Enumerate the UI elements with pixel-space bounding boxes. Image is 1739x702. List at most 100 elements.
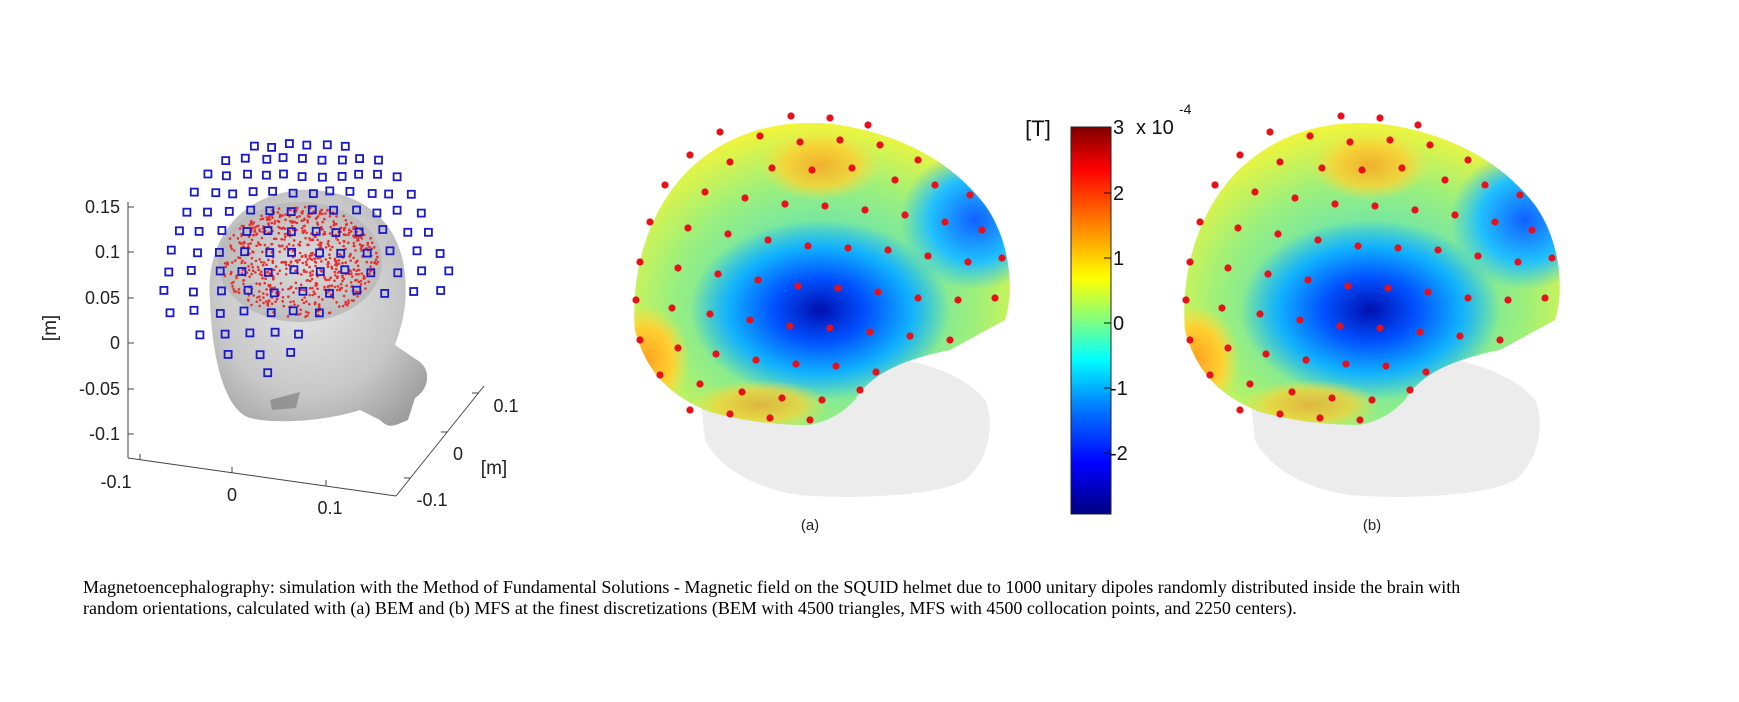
squid-sensor-square	[406, 189, 416, 199]
dipole-point	[319, 243, 323, 247]
dipole-point	[250, 238, 254, 242]
squid-sensor-square	[268, 186, 278, 196]
z-tick-label: 0.15	[85, 197, 120, 217]
sensor-dot	[756, 132, 764, 140]
dipole-point	[327, 244, 331, 248]
dipole-point	[308, 287, 312, 290]
dipole-point	[223, 262, 227, 265]
squid-sensor-square	[337, 171, 347, 181]
dipole-point	[238, 227, 242, 230]
dipole-point	[360, 272, 364, 275]
dipole-point	[333, 270, 337, 274]
dipole-point	[329, 293, 333, 297]
squid-sensor-square	[189, 305, 199, 315]
dipole-point	[289, 300, 292, 304]
dipole-point	[314, 217, 318, 220]
dipole-point	[336, 275, 340, 279]
squid-sensor-square	[315, 248, 325, 258]
sensor-dot	[998, 254, 1006, 262]
dipole-point	[317, 303, 321, 306]
dipole-point	[306, 314, 309, 317]
y-axis	[395, 385, 485, 497]
sensor-dot	[818, 396, 826, 404]
sensor-dot	[876, 141, 884, 149]
sensor-dot	[1451, 211, 1459, 219]
dipole-point	[300, 273, 303, 276]
sensor-dot	[1528, 226, 1536, 234]
dipole-point	[273, 219, 277, 223]
sensor-dot	[808, 166, 816, 174]
dipole-point	[357, 273, 360, 276]
squid-sensor-square	[336, 248, 346, 258]
dipole-point	[349, 230, 353, 233]
dipole-point	[241, 259, 244, 263]
dipole-point	[335, 222, 338, 226]
dipole-point	[279, 282, 283, 285]
dipole-point	[356, 264, 360, 268]
dipole-point	[280, 237, 283, 241]
dipole-point	[264, 277, 267, 281]
panel-b: (b)	[1182, 112, 1560, 534]
dipole-point	[373, 261, 376, 265]
colorbar-exponent: -4	[1179, 101, 1192, 117]
dipole-point	[300, 288, 303, 292]
dipole-point	[271, 259, 275, 263]
sensor-dot	[978, 226, 986, 234]
sensor-dot	[1234, 224, 1242, 232]
dipole-point	[308, 257, 312, 260]
colorbar-gradient	[1070, 126, 1112, 515]
dipole-point	[304, 260, 308, 264]
colorbar-tick-label: -1	[1110, 378, 1128, 400]
dipole-point	[251, 223, 254, 226]
dipole-point	[335, 301, 339, 304]
dipole-point	[262, 261, 266, 264]
dipole-point	[373, 246, 376, 249]
dipole-point	[274, 300, 277, 304]
dipole-point	[333, 285, 337, 289]
squid-sensor-square	[288, 306, 298, 316]
dipole-point	[252, 233, 255, 237]
squid-sensor-square	[284, 139, 294, 149]
x-tick-label: 0	[227, 485, 237, 505]
sensor-dot	[1422, 368, 1430, 376]
dipole-point	[284, 218, 287, 222]
dipole-point	[287, 287, 290, 291]
sensor-dot	[1318, 164, 1326, 172]
dipole-point	[307, 311, 310, 315]
dipole-point	[265, 263, 268, 267]
dipole-point	[354, 249, 357, 252]
sensor-dot	[941, 218, 949, 226]
dipole-point	[329, 276, 333, 280]
dipole-point	[242, 241, 246, 244]
sensor-dot	[836, 136, 844, 144]
dipole-point	[304, 310, 308, 314]
dipole-point	[287, 295, 290, 299]
sensor-dot	[1331, 200, 1339, 208]
x-tick-label: 0.1	[317, 498, 342, 518]
dipole-point	[267, 258, 270, 262]
colorbar-tick-label: 0	[1113, 313, 1124, 335]
sensor-dot	[914, 294, 922, 302]
sensor-dot	[1368, 396, 1376, 404]
sensor-dot	[1414, 121, 1422, 129]
dipole-point	[347, 241, 350, 245]
dipole-point	[239, 241, 242, 245]
sensor-dot	[752, 356, 760, 364]
sensor-dot	[884, 246, 892, 254]
dipole-point	[300, 298, 304, 302]
dipole-point	[315, 282, 319, 286]
dipole-point	[231, 261, 234, 264]
dipole-point	[260, 270, 263, 274]
dipole-point	[342, 233, 346, 236]
dipole-point	[343, 240, 346, 243]
dipole-point	[368, 272, 371, 276]
sensor-dot	[1186, 336, 1194, 344]
dipole-point	[352, 268, 356, 271]
dipole-point	[328, 253, 331, 256]
dipole-point	[295, 259, 299, 263]
dipole-point	[308, 265, 311, 269]
dipole-point	[243, 261, 247, 265]
dipole-point	[305, 300, 308, 303]
dipole-point	[277, 220, 281, 224]
dipole-point	[327, 262, 330, 265]
